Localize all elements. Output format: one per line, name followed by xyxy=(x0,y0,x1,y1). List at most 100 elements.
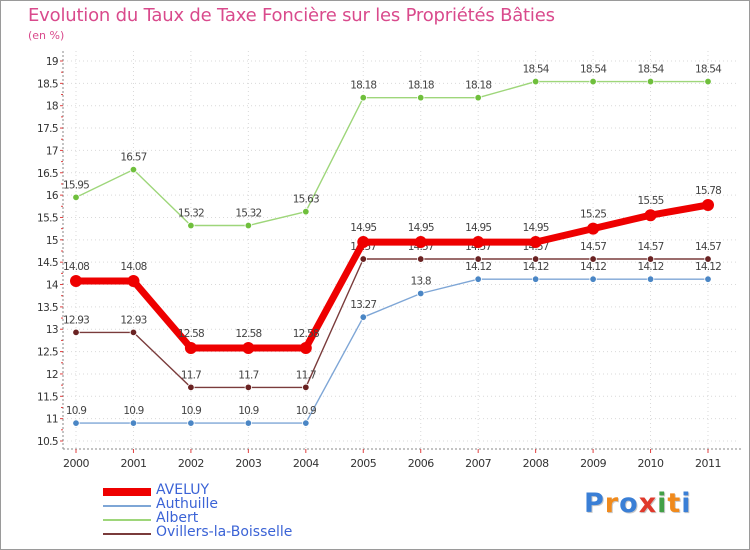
data-label-aveluy: 15.25 xyxy=(580,209,606,221)
data-label-aveluy: 15.55 xyxy=(638,195,664,207)
legend-swatch xyxy=(103,533,151,535)
legend-label: AVELUY xyxy=(156,482,210,498)
data-point-ovillers-la-boisselle xyxy=(302,383,310,392)
data-point-aveluy xyxy=(529,236,542,249)
data-label-authuille: 10.9 xyxy=(238,405,258,417)
data-label-ovillers-la-boisselle: 14.57 xyxy=(695,241,721,253)
data-label-ovillers-la-boisselle: 12.93 xyxy=(120,314,146,326)
legend-swatch xyxy=(103,488,151,496)
data-point-ovillers-la-boisselle xyxy=(72,328,80,337)
proxiti-logo: Proxiti xyxy=(584,488,692,519)
data-point-aveluy xyxy=(242,342,255,355)
data-label-authuille: 13.8 xyxy=(411,275,431,287)
y-tick-label: 18.5 xyxy=(37,78,58,90)
series-line-ovillers-la-boisselle xyxy=(75,258,709,389)
x-tick-label: 2007 xyxy=(465,457,491,470)
data-point-authuille xyxy=(187,419,195,427)
data-point-aveluy xyxy=(184,342,197,355)
y-tick-label: 19 xyxy=(46,56,58,68)
y-tick-label: 13 xyxy=(46,324,58,336)
data-label-authuille: 14.12 xyxy=(465,261,491,273)
data-point-albert xyxy=(531,77,540,86)
data-point-albert xyxy=(417,93,425,102)
logo-letter: r xyxy=(604,488,620,519)
data-point-ovillers-la-boisselle xyxy=(129,328,138,337)
x-tick-label: 2004 xyxy=(293,457,319,470)
y-tick-label: 12 xyxy=(46,369,58,381)
data-label-authuille: 10.9 xyxy=(66,405,86,417)
x-tick-label: 2011 xyxy=(695,457,721,470)
data-label-authuille: 10.9 xyxy=(296,405,316,417)
y-tick-label: 16 xyxy=(46,190,59,202)
data-point-albert xyxy=(187,221,195,230)
y-tick-label: 15.5 xyxy=(37,212,58,224)
data-point-aveluy xyxy=(702,198,714,211)
y-tick-label: 17 xyxy=(46,145,58,157)
data-point-ovillers-la-boisselle xyxy=(474,255,482,263)
data-point-authuille xyxy=(129,419,138,427)
data-label-authuille: 14.12 xyxy=(523,261,549,273)
y-tick-label: 18 xyxy=(46,101,58,113)
x-tick-label: 2009 xyxy=(580,457,606,470)
y-tick-label: 17.5 xyxy=(37,123,58,135)
y-tick-label: 11.5 xyxy=(37,391,58,403)
data-point-ovillers-la-boisselle xyxy=(646,255,655,263)
x-tick-label: 2002 xyxy=(178,457,204,470)
y-tick-label: 14.5 xyxy=(37,257,58,269)
data-point-authuille xyxy=(72,419,80,427)
data-point-albert xyxy=(244,221,253,230)
data-point-authuille xyxy=(704,275,712,283)
logo-letter: i xyxy=(681,488,692,519)
logo-letter: t xyxy=(667,488,682,519)
data-label-authuille: 10.9 xyxy=(181,405,201,417)
data-label-albert: 18.54 xyxy=(695,64,722,76)
data-label-albert: 18.54 xyxy=(638,64,665,76)
legend-swatch xyxy=(103,519,151,521)
data-point-authuille xyxy=(359,313,367,321)
logo-letter: i xyxy=(657,488,668,519)
series-line-authuille xyxy=(75,278,709,424)
logo-letter: P xyxy=(584,488,605,519)
data-label-aveluy: 12.58 xyxy=(178,328,204,340)
data-label-aveluy: 14.95 xyxy=(465,222,491,234)
x-tick-label: 2003 xyxy=(235,457,261,470)
data-point-ovillers-la-boisselle xyxy=(244,383,253,392)
data-point-albert xyxy=(704,77,712,86)
data-label-ovillers-la-boisselle: 14.57 xyxy=(638,241,664,253)
data-point-aveluy xyxy=(299,342,312,355)
data-label-ovillers-la-boisselle: 11.7 xyxy=(181,369,201,381)
legend-label: Ovillers-la-Boisselle xyxy=(156,524,293,540)
data-label-authuille: 13.27 xyxy=(350,299,376,311)
y-tick-label: 14 xyxy=(46,280,59,292)
data-point-ovillers-la-boisselle xyxy=(359,255,367,263)
data-point-aveluy xyxy=(644,209,657,222)
data-point-aveluy xyxy=(357,236,370,249)
x-tick-label: 2008 xyxy=(523,457,549,470)
y-tick-label: 15 xyxy=(46,235,58,247)
data-point-albert xyxy=(302,207,310,216)
x-tick-label: 2000 xyxy=(63,457,89,470)
data-point-albert xyxy=(129,165,138,174)
data-point-albert xyxy=(646,77,655,86)
legend-swatch xyxy=(103,505,151,507)
data-point-ovillers-la-boisselle xyxy=(589,255,597,263)
data-label-albert: 15.32 xyxy=(235,208,261,220)
data-label-aveluy: 14.08 xyxy=(63,261,89,273)
logo-letter: x xyxy=(638,488,658,519)
x-tick-label: 2006 xyxy=(408,457,434,470)
data-point-authuille xyxy=(302,419,310,427)
series-line-aveluy xyxy=(72,201,712,352)
data-point-albert xyxy=(359,93,367,102)
y-tick-label: 11 xyxy=(46,414,58,426)
data-label-authuille: 10.9 xyxy=(123,405,143,417)
data-point-aveluy xyxy=(127,274,140,287)
data-point-albert xyxy=(589,77,597,86)
data-point-authuille xyxy=(531,275,540,283)
data-point-aveluy xyxy=(414,236,427,249)
data-label-albert: 18.54 xyxy=(523,64,550,76)
data-label-albert: 15.95 xyxy=(63,179,89,191)
data-label-aveluy: 14.08 xyxy=(120,261,146,273)
data-label-ovillers-la-boisselle: 11.7 xyxy=(296,369,316,381)
